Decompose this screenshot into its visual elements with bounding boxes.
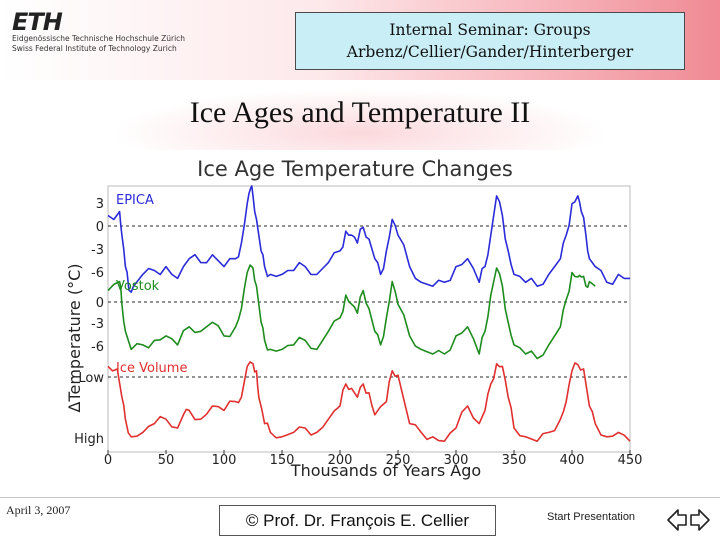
- x-tick-1: 50: [158, 453, 175, 468]
- x-tick-4: 200: [328, 453, 353, 468]
- start-presentation-link[interactable]: Start Presentation: [547, 511, 636, 523]
- series-line-epica: [107, 185, 630, 293]
- forward-arrow-icon[interactable]: [689, 507, 711, 533]
- chart-figure: Ice Age Temperature Changes ΔTemperature…: [60, 150, 650, 485]
- y-tick-vostok-0: 0: [96, 296, 104, 311]
- series-label-ice-volume: Ice Volume: [116, 361, 187, 376]
- series-line-ice-volume: [107, 361, 631, 442]
- footer-date: April 3, 2007: [6, 503, 71, 517]
- x-tick-8: 400: [560, 453, 585, 468]
- x-tick-0: 0: [104, 453, 112, 468]
- y-tick-epica-1: 0: [96, 220, 104, 235]
- y-tick-epica-2: -3: [91, 243, 104, 258]
- eth-logo: ETH Eidgenössische Technische Hochschule…: [12, 10, 212, 62]
- series-label-vostok: Vostok: [116, 279, 160, 294]
- y-tick-vostok-1: -3: [91, 317, 104, 332]
- y-axis-label: ΔTemperature (°C): [65, 263, 84, 412]
- logo-mark: ETH: [12, 8, 63, 36]
- chart-title: Ice Age Temperature Changes: [197, 157, 513, 181]
- slide-title: Ice Ages and Temperature II: [189, 96, 531, 129]
- y-tick-vostok-2: -6: [91, 340, 104, 355]
- copyright-text: © Prof. Dr. François E. Cellier: [245, 510, 470, 530]
- logo-line-2: Swiss Federal Institute of Technology Zu…: [12, 44, 177, 53]
- seminar-line-2: Arbenz/Cellier/Gander/Hinterberger: [346, 43, 634, 61]
- x-tick-9: 450: [618, 453, 643, 468]
- x-tick-3: 150: [270, 453, 295, 468]
- x-tick-6: 300: [444, 453, 469, 468]
- x-axis-label: Thousands of Years Ago: [290, 461, 481, 480]
- seminar-line-1: Internal Seminar: Groups: [389, 21, 591, 39]
- x-tick-2: 100: [212, 453, 237, 468]
- copyright-box: © Prof. Dr. François E. Cellier: [219, 505, 496, 536]
- plot-frame: [107, 185, 631, 453]
- chart-svg: Ice Age Temperature Changes ΔTemperature…: [65, 157, 643, 480]
- series-line-vostok: [107, 264, 596, 360]
- series-label-epica: EPICA: [116, 193, 154, 208]
- seminar-title-box: Internal Seminar: Groups Arbenz/Cellier/…: [295, 12, 685, 70]
- y-tick-epica-3: -6: [91, 266, 104, 281]
- x-tick-5: 250: [386, 453, 411, 468]
- y-tick-epica-0: 3: [96, 197, 104, 212]
- back-arrow-icon[interactable]: [666, 507, 688, 533]
- footer-divider: [0, 497, 720, 498]
- y-tick-ice-volume-1: High: [74, 432, 104, 447]
- x-tick-7: 350: [502, 453, 527, 468]
- y-tick-ice-volume-0: Low: [78, 371, 104, 386]
- slide-navigation: [666, 507, 712, 533]
- logo-line-1: Eidgenössische Technische Hochschule Zür…: [12, 34, 186, 43]
